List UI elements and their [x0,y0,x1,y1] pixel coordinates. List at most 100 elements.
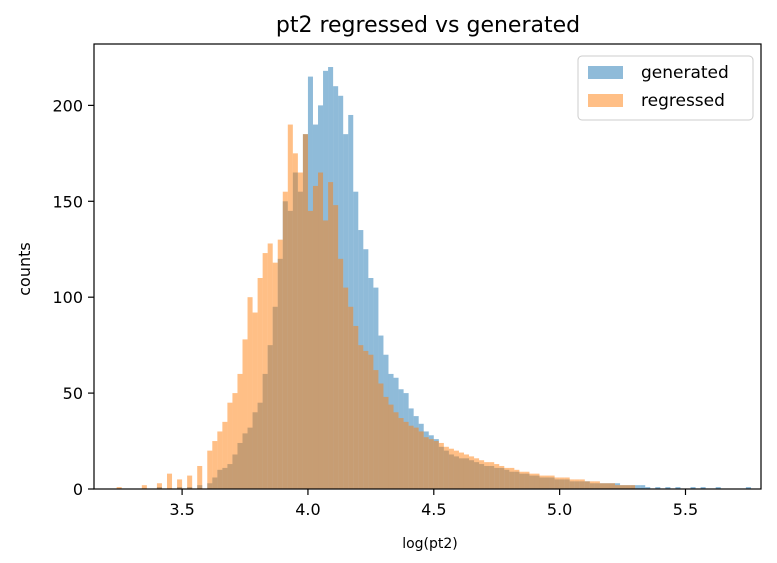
bar-generated [645,487,651,489]
y-axis-ticks: 0 50 100 150 200 [52,96,94,499]
bar-regressed [463,454,470,489]
bar-regressed [237,373,243,489]
legend-label-generated: generated [641,63,729,83]
bar-regressed [242,339,248,489]
bar-regressed [569,479,575,489]
y-tick-label: 200 [52,96,83,115]
bar-regressed [579,479,585,489]
bar-regressed [318,172,324,489]
bar-regressed [307,210,313,489]
bar-regressed [609,483,616,489]
x-tick-label: 5.0 [547,500,572,519]
bar-regressed [620,485,626,489]
bar-regressed [187,475,193,489]
bar-regressed [297,172,303,489]
bar-generated [665,487,671,489]
bar-regressed [554,477,560,489]
bar-regressed [212,441,218,489]
bar-regressed [227,402,233,489]
bar-regressed [438,442,444,489]
bar-regressed [589,481,595,489]
y-tick-label: 100 [52,288,83,307]
bar-regressed [479,460,485,489]
bar-regressed [519,471,525,489]
bar-regressed [197,465,203,489]
x-axis-ticks: 3.5 4.0 4.5 5.0 5.5 [169,489,698,519]
legend-swatch-generated [588,66,623,79]
bar-regressed [398,418,404,489]
bar-regressed [177,479,183,489]
bar-regressed [418,431,424,489]
x-tick-label: 3.5 [169,500,194,519]
bar-regressed [116,487,122,489]
bar-regressed [599,483,605,489]
bar-generated [635,485,641,489]
bar-regressed [604,483,610,489]
bar-regressed [368,354,374,489]
bar-regressed [333,205,339,489]
bar-regressed [323,220,329,489]
bar-regressed [408,425,414,489]
bar-regressed [413,427,419,489]
bar-regressed [302,134,308,489]
bar-regressed [166,473,173,489]
y-tick-label: 50 [63,384,83,403]
bar-generated [700,487,706,489]
bar-regressed [534,473,540,489]
bar-regressed [564,477,570,489]
bar-regressed [393,412,399,489]
legend-swatch-regressed [588,94,623,107]
bar-regressed [353,325,359,489]
bar-regressed [559,477,565,489]
bar-regressed [494,464,500,489]
bar-regressed [433,441,439,489]
bar-generated [690,487,696,489]
bar-regressed [267,243,273,489]
bar-regressed [282,191,288,489]
bar-regressed [232,393,238,489]
bar-regressed [499,465,505,489]
bar-regressed [312,185,319,490]
plot-frame [93,43,762,490]
bar-regressed [287,124,293,489]
bar-regressed [217,431,223,489]
bar-regressed [453,450,459,489]
bar-generated [675,487,681,489]
bar-regressed [272,262,278,489]
bar-regressed [277,239,283,489]
x-tick-label: 4.5 [421,500,446,519]
bar-regressed [141,485,147,489]
y-axis-label: counts [15,242,34,295]
bar-regressed [257,278,263,489]
bar-generated [640,485,646,489]
bar-regressed [358,345,364,489]
bars [116,67,751,490]
bar-regressed [524,471,530,489]
bar-regressed [574,479,580,489]
bar-regressed [207,450,213,489]
bar-regressed [373,370,379,489]
bar-regressed [222,421,228,489]
bar-regressed [474,458,480,489]
bar-regressed [489,462,495,489]
x-tick-label: 5.5 [673,500,698,519]
bar-regressed [448,448,454,489]
bar-regressed [363,350,369,489]
bar-regressed [630,485,636,489]
x-tick-label: 4.0 [295,500,320,519]
y-tick-label: 150 [52,192,83,211]
bar-regressed [156,483,162,489]
bar-regressed [348,306,354,489]
bar-regressed [504,467,510,489]
bar-regressed [584,481,590,489]
bar-regressed [509,467,515,489]
series-regressed [116,124,636,490]
chart-title: pt2 regressed vs generated [276,13,580,38]
bar-regressed [443,446,449,489]
legend-label-regressed: regressed [641,91,725,111]
bar-regressed [549,475,555,489]
y-tick-label: 0 [73,480,83,499]
bar-regressed [262,253,268,489]
bar-regressed [529,473,535,489]
